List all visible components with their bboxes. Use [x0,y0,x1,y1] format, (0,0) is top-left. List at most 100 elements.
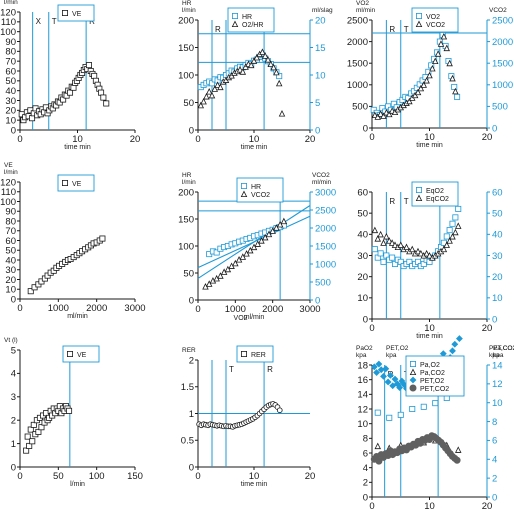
x-tick-label: 20 [482,323,493,334]
y-tick-label: 8 [363,434,368,445]
data-point [100,94,107,101]
data-point [208,91,216,99]
legend-label: HR [251,184,261,191]
y-tick-label: 90 [5,207,16,218]
y-tick-label: 100 [178,70,194,81]
y-axis-label: RER [182,347,196,354]
legend-box [57,174,95,192]
data-point [38,424,45,431]
data-point [397,241,404,248]
x-axis-label: time min [416,333,443,340]
y-tick-label: 2 [363,478,368,489]
data-point [374,113,381,120]
data-point [91,72,98,79]
legend-marker [415,12,422,19]
legend-marker [409,376,417,384]
y-tick-label: 40 [5,255,16,266]
y-tick-label: 1 [11,439,16,450]
data-point [197,101,205,109]
data-point [449,347,456,355]
legend-label: RER [251,352,266,359]
threshold-label: T [229,365,234,374]
x-tick-label: 10 [424,501,435,510]
data-point [200,97,207,105]
legend-marker [240,182,247,189]
series-3 [370,432,461,465]
data-point [388,239,396,246]
x-tick-label: 20 [305,134,316,145]
threshold-label: T [404,197,409,206]
panel-p4: 0 1000 2000 3000 010203040506070809010011012… [0,162,145,320]
y2-tick-label: 30 [492,251,503,262]
y2-tick-label: 4 [492,455,497,466]
x-tick-label: 0 [369,501,374,510]
data-point [232,259,239,267]
threshold-label: R [389,197,395,206]
y-tick-label: 50 [183,268,194,279]
panel-p3: 0 10 2005001000150020002500050010001500200… [347,0,513,149]
series-1 [197,48,286,117]
data-point [35,428,42,435]
y-tick-label: 60 [357,187,368,198]
data-point [423,76,430,84]
legend-marker [409,384,417,392]
data-point [380,112,387,119]
data-point [213,249,220,256]
data-point [440,32,448,40]
data-point [66,407,73,414]
y-tick-label: 20 [357,272,368,283]
legend-box [411,181,459,207]
y-axis-label: VE [4,162,13,169]
legend: VE [57,4,95,22]
y-tick-label: 14 [357,390,368,401]
legend-marker [231,12,238,19]
legend-marker [62,9,69,16]
data-point [224,265,232,273]
data-point [396,384,404,392]
y-tick-label: 200 [178,15,194,26]
x-tick-label: 100 [89,471,105,482]
x-tick-label: 50 [53,471,64,482]
y2-axis-label: ml/slag [312,7,333,14]
y2-tick-label: 60 [492,187,503,198]
x-tick-label: 0 [195,134,200,145]
y-tick-label: 0 [363,492,368,503]
y-tick-label: 500 [352,102,368,113]
y2-tick-label: 10 [492,398,503,409]
legend-marker [409,368,417,375]
y2-tick-label: 12 [492,379,503,390]
y-tick-label: 2 [11,416,16,427]
x-tick-label: 0 [17,471,22,482]
legend-box [57,4,95,22]
data-point [250,243,258,251]
y-tick-label: 20 [5,275,16,286]
data-point [254,240,261,247]
y2-tick-label: 8 [492,417,497,428]
x-axis-label: l/min [70,481,85,488]
legend-marker [409,360,416,367]
y-tick-label: 3 [11,392,16,403]
data-point [443,44,450,52]
legend: RER [236,345,274,363]
threshold-label: X [36,17,42,26]
y-tick-label: 40 [5,86,16,97]
data-point [389,382,397,390]
y-tick-label: 2 [189,355,194,366]
data-point [217,272,224,279]
x-tick-label: 20 [482,132,493,143]
y2-tick-label: 0 [315,125,320,136]
y-tick-label: 4 [11,369,16,380]
data-point [27,426,34,433]
y2-tick-label: 20 [492,272,503,283]
y-tick-label: 0 [11,294,16,305]
y-tick-label: 80 [5,216,16,227]
data-point [259,48,266,55]
legend-label: Pa,O2 [420,362,440,369]
regression-line [197,205,311,279]
data-point [432,57,439,65]
data-point [253,53,261,61]
y-tick-label: 4 [363,463,368,474]
